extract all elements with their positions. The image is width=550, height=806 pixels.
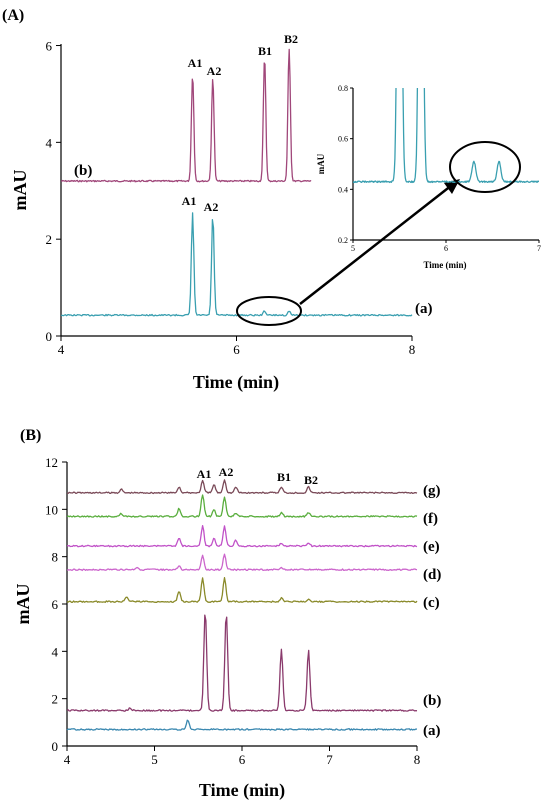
panel-a-x-ticks: 4 6 8 bbox=[58, 336, 416, 357]
panel-a-peak-label-a2-top: A2 bbox=[207, 64, 222, 78]
panel-b-series-line-g bbox=[66, 479, 418, 495]
y-tick-label: 0.6 bbox=[338, 135, 348, 144]
y-tick-label: 2 bbox=[52, 692, 59, 707]
panel-a-chart: 4 6 8 0 2 4 6 Time (min) mAU A1 A2 B1 B2 A1 A… bbox=[10, 32, 460, 393]
panel-b-trace-label-g: (g) bbox=[423, 483, 441, 499]
panel-b-trace-label-e: (e) bbox=[423, 539, 440, 555]
y-tick-label: 4 bbox=[52, 644, 59, 659]
panel-a-label: (A) bbox=[2, 7, 24, 24]
inset-zoom-circle bbox=[449, 141, 521, 193]
x-tick-label: 6 bbox=[444, 244, 448, 253]
panel-b-trace-label-a: (a) bbox=[423, 723, 441, 739]
panel-a-trace-label-a: (a) bbox=[415, 301, 433, 317]
panel-b-peak-label-a2: A2 bbox=[219, 465, 234, 479]
panel-b-peak-label-b2: B2 bbox=[304, 473, 318, 487]
zoom-arrow bbox=[299, 184, 453, 305]
y-tick-label: 0 bbox=[46, 329, 53, 344]
zoom-circle bbox=[236, 296, 302, 326]
y-tick-label: 6 bbox=[46, 39, 53, 54]
x-tick-label: 5 bbox=[151, 752, 158, 767]
panel-a-peak-label-a1-top: A1 bbox=[188, 56, 203, 70]
inset-x-ticks: 5 6 7 bbox=[351, 240, 541, 253]
x-tick-label: 4 bbox=[58, 342, 65, 357]
y-tick-label: 0.2 bbox=[338, 236, 348, 245]
panel-b-x-axis-title: Time (min) bbox=[199, 780, 285, 801]
y-tick-label: 8 bbox=[52, 550, 59, 565]
panel-a-trace-label-b: (b) bbox=[74, 163, 92, 179]
panel-a-peak-label-a2-bottom: A2 bbox=[204, 200, 219, 214]
panel-b-traces bbox=[66, 479, 418, 731]
x-tick-label: 4 bbox=[64, 752, 71, 767]
panel-b-x-ticks: 4 5 6 7 8 bbox=[64, 746, 421, 767]
inset-chart: 5 6 7 0.2 0.4 0.6 0.8 Time (min) mAU bbox=[316, 84, 541, 270]
panel-b-series-line-c bbox=[66, 577, 418, 603]
x-tick-label: 8 bbox=[409, 342, 416, 357]
panel-b-trace-label-d: (d) bbox=[423, 567, 441, 583]
y-tick-label: 0 bbox=[52, 739, 59, 754]
x-tick-label: 6 bbox=[239, 752, 246, 767]
panel-b-series-line-f bbox=[66, 494, 418, 518]
y-tick-label: 4 bbox=[46, 135, 53, 150]
panel-a-peak-label-b2: B2 bbox=[284, 32, 298, 46]
x-tick-label: 5 bbox=[351, 244, 355, 253]
x-tick-label: 7 bbox=[326, 752, 333, 767]
panel-b-peak-label-a1: A1 bbox=[197, 467, 212, 481]
panel-a-y-axis-title: mAU bbox=[10, 170, 30, 211]
inset-x-axis-title: Time (min) bbox=[423, 260, 466, 270]
y-tick-label: 2 bbox=[46, 232, 53, 247]
panel-b-series-line-d bbox=[66, 553, 418, 572]
panel-b-trace-label-b: (b) bbox=[423, 693, 441, 709]
panel-b-trace-label-c: (c) bbox=[423, 595, 440, 611]
inset-series-a-line bbox=[353, 88, 539, 184]
panel-a-series-b-line bbox=[60, 48, 312, 183]
y-tick-label: 0.4 bbox=[338, 185, 348, 194]
panel-b-y-axis-title: mAU bbox=[13, 584, 33, 625]
x-tick-label: 8 bbox=[414, 752, 421, 767]
panel-a-series-a-line bbox=[60, 212, 413, 317]
inset-y-axis-title: mAU bbox=[316, 153, 326, 174]
y-tick-label: 12 bbox=[45, 455, 58, 470]
x-tick-label: 6 bbox=[233, 342, 240, 357]
panel-b-y-ticks: 0 2 4 6 8 10 12 bbox=[45, 455, 67, 754]
y-tick-label: 6 bbox=[52, 597, 59, 612]
panel-b-peak-label-b1: B1 bbox=[277, 470, 291, 484]
panel-b-trace-label-f: (f) bbox=[423, 511, 438, 527]
panel-a-peak-label-b1: B1 bbox=[258, 44, 272, 58]
panel-a-x-axis-title: Time (min) bbox=[193, 372, 279, 393]
inset-y-ticks: 0.2 0.4 0.6 0.8 bbox=[338, 84, 353, 245]
panel-b-label: (B) bbox=[20, 427, 41, 444]
y-tick-label: 10 bbox=[45, 502, 58, 517]
y-tick-label: 0.8 bbox=[338, 84, 348, 93]
panel-a-peak-label-a1-bottom: A1 bbox=[182, 194, 197, 208]
panel-b-series-line-b bbox=[66, 614, 418, 712]
panel-b-series-line-e bbox=[66, 524, 418, 548]
panel-b-series-line-a bbox=[66, 719, 418, 731]
panel-a-y-ticks: 0 2 4 6 bbox=[46, 39, 61, 344]
x-tick-label: 7 bbox=[537, 244, 541, 253]
